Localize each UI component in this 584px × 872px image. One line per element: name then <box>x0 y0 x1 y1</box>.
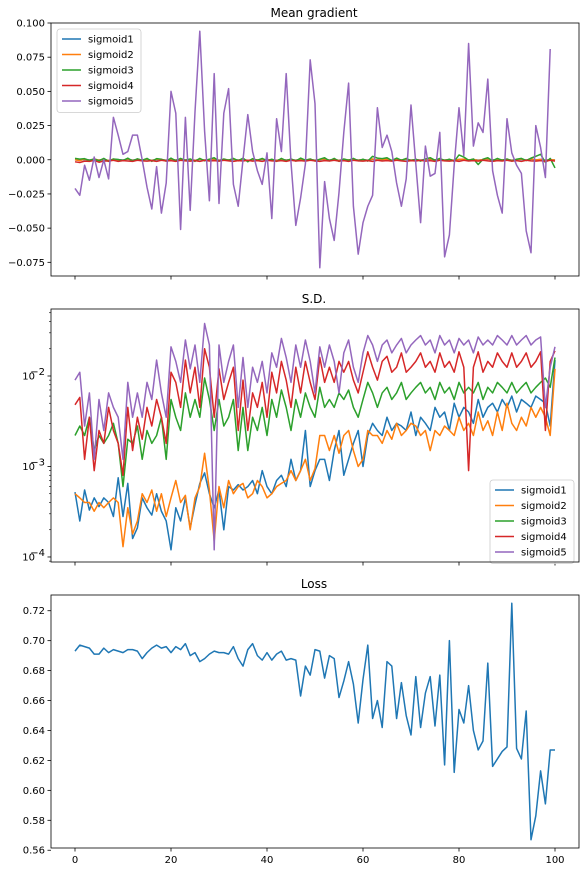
legend-label: sigmoid2 <box>88 50 134 61</box>
y-tick-label: 0.025 <box>16 121 45 132</box>
y-tick-exponent: −3 <box>30 457 45 468</box>
loss-panel: Loss 0.56 0.58 0.60 0.62 0.64 0.66 0.68 0.70 0.7… <box>23 577 580 866</box>
y-tick-label: 0.68 <box>23 666 45 677</box>
legend-label: sigmoid3 <box>88 66 134 77</box>
y-tick-label: 0.100 <box>16 19 45 30</box>
y-tick-label: 0.075 <box>16 53 45 64</box>
mean-gradient-plot-area: −0.075 −0.050 −0.025 0.000 0.025 0.050 0.075 0.… <box>8 19 556 280</box>
sd-axes-frame <box>50 308 580 563</box>
x-tick-label: 80 <box>453 855 466 866</box>
mean-gradient-title: Mean gradient <box>270 6 357 20</box>
legend-label: sigmoid5 <box>521 548 567 559</box>
x-tick-label: 40 <box>261 855 274 866</box>
sd-title: S.D. <box>302 292 327 306</box>
legend-label: sigmoid4 <box>521 532 567 543</box>
legend-box <box>489 479 575 564</box>
y-tick-label: 0.70 <box>23 636 45 647</box>
series-line-sigmoid2 <box>74 368 556 548</box>
y-tick-exponent: −4 <box>30 548 45 559</box>
x-tick-label: 0 <box>72 855 78 866</box>
series-line-sigmoid4 <box>74 159 556 164</box>
y-tick-label: 0.60 <box>23 786 45 797</box>
loss-axes-frame <box>50 594 580 849</box>
loss-title: Loss <box>301 577 327 591</box>
y-tick-label: 0.62 <box>23 756 45 767</box>
sd-plot-area: 10−410−310−2sigmoid1sigmoid2sigmoid3sigm… <box>22 312 575 566</box>
legend-label: sigmoid2 <box>521 501 567 512</box>
loss-plot-area: 0.56 0.58 0.60 0.62 0.64 0.66 0.68 0.70 0.72 0 20 4… <box>23 602 565 866</box>
y-tick-label: 0.050 <box>16 87 45 98</box>
x-tick-label: 60 <box>357 855 370 866</box>
mean-gradient-axes-frame <box>50 22 580 277</box>
series-line-loss <box>74 602 555 841</box>
y-tick-label: 10 <box>22 552 35 563</box>
y-tick-label: −0.025 <box>8 189 45 200</box>
legend: sigmoid1 sigmoid2 sigmoid3 sigmoid4 sigmoid5 <box>489 479 575 564</box>
y-tick-exponent: −2 <box>30 367 45 378</box>
series-line-sigmoid4 <box>74 348 556 477</box>
series-line-sigmoid3 <box>74 357 556 488</box>
y-tick-label: 0.66 <box>23 696 45 707</box>
y-tick-label: 10 <box>22 462 35 473</box>
y-tick-label: 0.000 <box>16 155 45 166</box>
legend-label: sigmoid5 <box>88 97 134 108</box>
y-tick-label: 0.72 <box>23 606 45 617</box>
y-tick-label: 0.64 <box>23 726 45 737</box>
y-tick-label: −0.050 <box>8 224 45 235</box>
legend-box <box>56 28 142 113</box>
series-line-sigmoid5 <box>74 322 556 551</box>
y-tick-label: 10 <box>22 371 35 382</box>
sd-panel: S.D. 10−410−310−2sigmoid1sigmoid2sigmoid… <box>22 292 580 566</box>
y-tick-label: 0.56 <box>23 846 45 857</box>
mean-gradient-panel: Mean gradient −0.075 −0.050 −0.025 0.000 0.0… <box>8 6 580 280</box>
legend-label: sigmoid1 <box>88 35 134 46</box>
legend-label: sigmoid3 <box>521 517 567 528</box>
x-tick-label: 100 <box>545 855 564 866</box>
legend-label: sigmoid1 <box>521 486 567 497</box>
y-tick-label: 0.58 <box>23 816 45 827</box>
y-tick-label: −0.075 <box>8 258 45 269</box>
legend-label: sigmoid4 <box>88 81 134 92</box>
x-tick-label: 20 <box>165 855 178 866</box>
legend: sigmoid1 sigmoid2 sigmoid3 sigmoid4 sigmoid5 <box>56 28 142 113</box>
series-line-sigmoid5 <box>74 30 551 269</box>
